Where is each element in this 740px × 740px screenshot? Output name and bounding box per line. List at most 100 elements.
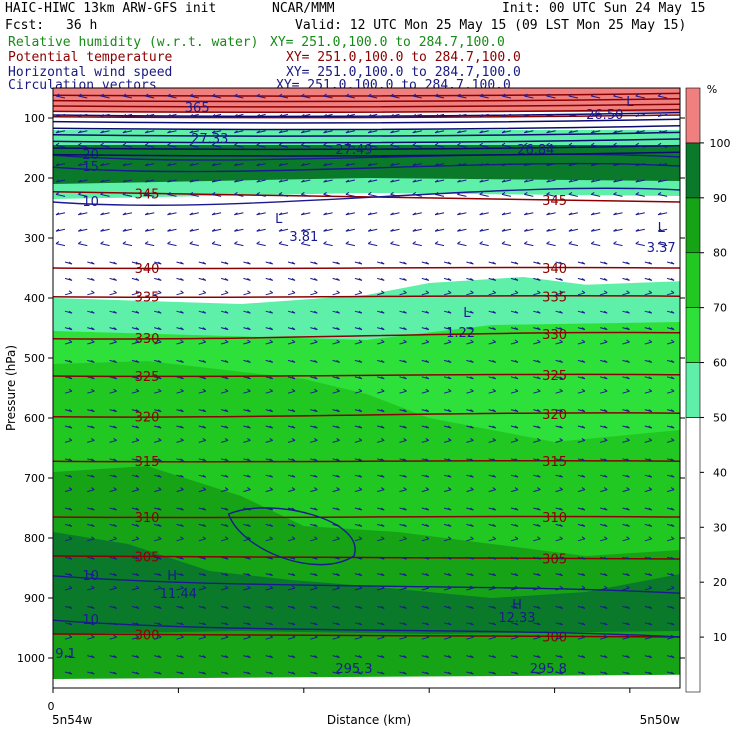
circulation-vector (524, 179, 534, 183)
circulation-vector-head (224, 605, 229, 609)
circulation-vector-head (336, 474, 340, 478)
circulation-vector (390, 113, 400, 117)
circulation-vector (546, 243, 556, 247)
circulation-vector-head (501, 142, 506, 146)
circulation-vector-head (314, 425, 318, 429)
circulation-vector-head (403, 327, 407, 331)
circulation-vector-head (670, 388, 675, 392)
circulation-vector (591, 193, 601, 197)
circulation-vector (421, 341, 429, 345)
circulation-vector-head (603, 339, 608, 343)
circulation-vector-head (135, 425, 140, 429)
circulation-vector-head (514, 376, 519, 380)
circulation-vector (301, 179, 311, 183)
circulation-vector-head (144, 113, 149, 117)
circulation-vector-head (336, 437, 340, 441)
circulation-vector-head (358, 622, 363, 626)
circulation-vector-head (648, 507, 653, 511)
circulation-vector (301, 193, 311, 197)
circulation-vector-head (358, 376, 363, 380)
circulation-vector-head (55, 241, 60, 245)
circulation-vector-head (269, 277, 273, 281)
circulation-vector-head (91, 474, 95, 478)
circulation-vector (332, 439, 340, 443)
circulation-vector-head (78, 113, 82, 117)
circulation-vector-head (157, 290, 162, 294)
circulation-vector-head (247, 425, 251, 429)
circulation-vector (546, 193, 556, 197)
circulation-vector (510, 390, 519, 394)
circulation-vector (555, 489, 563, 493)
circulation-vector-head (247, 556, 251, 560)
circulation-vector-head (323, 163, 327, 167)
circulation-vector-head (447, 622, 452, 626)
circulation-vector-head (314, 277, 318, 281)
circulation-vector-head (546, 130, 550, 134)
circulation-vector-head (345, 130, 350, 134)
circulation-vector (546, 144, 556, 148)
circulation-vector-head (224, 376, 229, 380)
circulation-vector (412, 243, 422, 247)
circulation-vector-head (314, 339, 318, 343)
circulation-vector-head (180, 507, 184, 511)
circulation-vector-head (323, 241, 327, 245)
circulation-vector-head (91, 409, 95, 413)
circulation-vector-head (291, 376, 296, 380)
circulation-vector (479, 193, 489, 197)
circulation-vector (501, 228, 512, 232)
circulation-vector-head (367, 130, 372, 134)
circulation-vector (145, 179, 155, 183)
circulation-vector (555, 636, 563, 640)
circulation-vector (145, 163, 155, 167)
circulation-vector-head (291, 290, 296, 294)
circulation-vector-head (479, 241, 483, 245)
circulation-vector-head (55, 179, 60, 183)
circulation-vector (390, 95, 400, 99)
circulation-vector-head (167, 142, 171, 146)
circulation-vector-head (224, 458, 229, 462)
circulation-vector-head (403, 474, 407, 478)
theta-contour-label: 310 (135, 511, 160, 526)
contour-extremum-label: 295.8 (530, 662, 567, 677)
circulation-vector-head (626, 458, 630, 462)
circulation-vector (635, 163, 645, 167)
circulation-vector-head (202, 409, 207, 413)
circulation-vector-head (269, 671, 273, 675)
circulation-vector-head (537, 376, 541, 380)
circulation-vector-head (670, 310, 675, 314)
circulation-vector-head (224, 655, 229, 659)
circulation-vector-head (180, 622, 184, 626)
circulation-vector (657, 130, 668, 134)
circulation-vector-head (336, 458, 340, 462)
circulation-vector-head (78, 179, 82, 183)
contour-extremum-label: 26.84 (517, 143, 554, 158)
circulation-vector (421, 390, 429, 394)
theta-contour-line (53, 459, 680, 463)
circulation-vector-head (425, 458, 430, 462)
circulation-vector (443, 390, 452, 394)
circulation-vector-head (403, 634, 407, 638)
circulation-vector-head (247, 585, 251, 589)
circulation-vector-head (247, 474, 251, 478)
circulation-vector (546, 95, 556, 99)
circulation-vector (167, 95, 177, 99)
circulation-vector-head (603, 585, 608, 589)
circulation-vector (278, 243, 289, 247)
circulation-vector-head (380, 622, 385, 626)
circulation-vector-head (358, 523, 363, 527)
circulation-vector-head (157, 425, 162, 429)
circulation-vector-head (390, 228, 394, 232)
circulation-vector-head (590, 130, 595, 134)
circulation-vector-head (626, 573, 630, 577)
circulation-vector (457, 228, 467, 232)
circulation-vector-head (247, 388, 251, 392)
circulation-vector-head (301, 130, 305, 134)
circulation-vector (220, 489, 229, 493)
circulation-vector-head (514, 409, 519, 413)
circulation-vector (577, 489, 586, 493)
circulation-vector-head (367, 179, 372, 183)
upper-theta-contour (53, 103, 680, 108)
circulation-vector-head (537, 474, 541, 478)
circulation-vector-head (425, 327, 430, 331)
